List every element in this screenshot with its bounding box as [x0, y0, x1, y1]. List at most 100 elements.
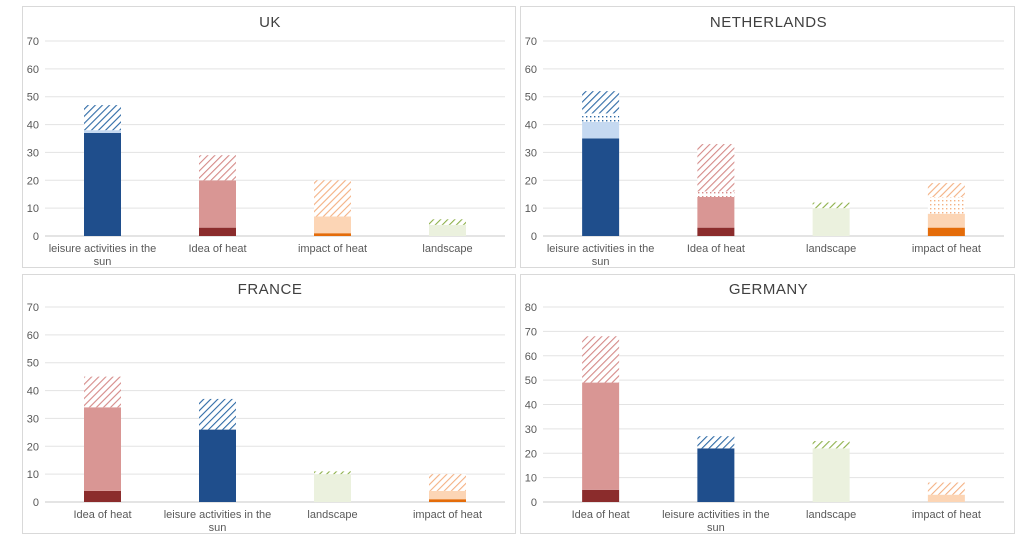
x-category-label: landscape: [806, 509, 856, 521]
bar-segment-idea-of-heat-dark: [84, 490, 121, 502]
bar-segment-leisure-activities-in-the-sun-dark: [84, 132, 121, 236]
y-tick-label: 60: [525, 351, 537, 363]
y-tick-label: 20: [525, 448, 537, 460]
chart-title: GERMANY: [729, 281, 808, 298]
x-category-label: leisure activities in the sun: [49, 243, 157, 268]
chart-title: FRANCE: [238, 281, 303, 298]
y-tick-label: 60: [27, 330, 39, 342]
bar-segment-impact-of-heat-dark: [314, 233, 351, 236]
bar-segment-leisure-activities-in-the-sun-hatch: [199, 398, 236, 430]
bar-segment-impact-of-heat-light: [314, 216, 351, 234]
bar-segment-idea-of-heat-hatch: [697, 144, 735, 192]
bar-segment-leisure-activities-in-the-sun-light: [84, 130, 121, 133]
chart-svg: UK 0 10 20 30 40 50 60 70 leisure activities in t…: [27, 14, 505, 268]
bar-segment-leisure-activities-in-the-sun-light: [582, 121, 620, 139]
bar-segment-impact-of-heat-hatch: [927, 183, 965, 197]
bar-segment-leisure-activities-in-the-sun-hatch: [582, 91, 620, 114]
x-category-label: Idea of heat: [188, 243, 246, 255]
bar-segment-landscape-light: [429, 224, 466, 236]
x-category-label: impact of heat: [912, 509, 981, 521]
chart-svg: FRANCE 0 10 20 30 40 50 60 70 Idea of heat leisure…: [27, 281, 505, 534]
y-tick-label: 10: [27, 203, 39, 215]
y-tick-label: 0: [33, 231, 39, 243]
bar-segment-landscape-hatch: [429, 219, 466, 225]
bar-segment-landscape-hatch: [314, 471, 351, 475]
bar-segment-leisure-activities-in-the-sun-dark: [199, 429, 236, 502]
y-tick-label: 70: [525, 326, 537, 338]
bar-segment-landscape-light: [812, 208, 850, 236]
bar-segment-idea-of-heat-dark: [582, 489, 620, 502]
bar-segment-idea-of-heat-hatch: [582, 336, 620, 383]
bar-segment-impact-of-heat-hatch: [314, 180, 351, 217]
bar-segment-landscape-light: [812, 448, 850, 502]
x-category-label: impact of heat: [413, 509, 482, 521]
chart-panel-netherlands: NETHERLANDS 0 10 20 30 40 50 60 70 leisure activi…: [520, 6, 1015, 268]
y-tick-label: 20: [525, 175, 537, 187]
chart-panel-france: FRANCE 0 10 20 30 40 50 60 70 Idea of heat leisure…: [22, 274, 516, 534]
y-tick-label: 60: [27, 64, 39, 76]
bar-segment-idea-of-heat-mid: [697, 197, 735, 228]
bar-segment-idea-of-heat-mid: [199, 180, 236, 228]
y-tick-label: 70: [27, 302, 39, 314]
y-tick-label: 50: [27, 358, 39, 370]
chart-panel-germany: GERMANY 0 10 20 30 40 50 60 70 80 Idea of heat leis…: [520, 274, 1015, 534]
bar-segment-leisure-activities-in-the-sun-dark: [582, 138, 620, 236]
y-tick-label: 50: [525, 92, 537, 104]
x-category-label: Idea of heat: [572, 509, 630, 521]
chart-title: NETHERLANDS: [710, 14, 827, 31]
y-tick-label: 30: [525, 147, 537, 159]
x-category-label: landscape: [307, 509, 357, 521]
x-category-label: leisure activities in the sun: [547, 243, 655, 268]
bar-segment-leisure-activities-in-the-sun-dots: [582, 113, 620, 122]
bar-segment-leisure-activities-in-the-sun-hatch: [697, 436, 735, 449]
y-tick-label: 10: [525, 203, 537, 215]
bar-segment-impact-of-heat-dark: [429, 499, 466, 502]
x-category-label: impact of heat: [298, 243, 367, 255]
y-tick-label: 0: [33, 497, 39, 509]
y-tick-label: 80: [525, 302, 537, 314]
x-category-label: impact of heat: [912, 243, 981, 255]
bar-segment-leisure-activities-in-the-sun-dark: [697, 448, 735, 502]
x-category-label: landscape: [422, 243, 472, 255]
y-tick-label: 70: [525, 36, 537, 48]
x-category-label: Idea of heat: [687, 243, 745, 255]
y-tick-label: 70: [27, 36, 39, 48]
bar-segment-idea-of-heat-dark: [697, 227, 735, 236]
y-tick-label: 0: [531, 231, 537, 243]
y-tick-label: 10: [525, 473, 537, 485]
bar-segment-impact-of-heat-dots: [927, 197, 965, 214]
bar-segment-impact-of-heat-light: [429, 490, 466, 500]
bar-segment-idea-of-heat-mid: [84, 407, 121, 491]
bar-segment-idea-of-heat-hatch: [199, 155, 236, 181]
x-category-label: landscape: [806, 243, 856, 255]
bar-segment-landscape-light: [314, 474, 351, 502]
chart-title: UK: [259, 14, 281, 31]
y-tick-label: 0: [531, 497, 537, 509]
bar-segment-idea-of-heat-mid: [582, 382, 620, 490]
chart-svg: NETHERLANDS 0 10 20 30 40 50 60 70 leisure activi…: [525, 14, 1004, 268]
chart-svg: GERMANY 0 10 20 30 40 50 60 70 80 Idea of heat leis…: [525, 281, 1004, 534]
y-tick-label: 40: [525, 400, 537, 412]
y-tick-label: 40: [27, 386, 39, 398]
bar-segment-landscape-hatch: [812, 441, 850, 449]
y-tick-label: 30: [525, 424, 537, 436]
chart-panel-uk: UK 0 10 20 30 40 50 60 70 leisure activities in t…: [22, 6, 516, 268]
y-tick-label: 60: [525, 64, 537, 76]
y-tick-label: 30: [27, 147, 39, 159]
bar-segment-leisure-activities-in-the-sun-hatch: [84, 105, 121, 131]
bar-segment-impact-of-heat-hatch: [927, 482, 965, 495]
bar-segment-impact-of-heat-dark: [927, 227, 965, 236]
bar-segment-impact-of-heat-light: [927, 494, 965, 502]
bar-segment-idea-of-heat-hatch: [84, 376, 121, 408]
y-tick-label: 20: [27, 441, 39, 453]
y-tick-label: 10: [27, 469, 39, 481]
x-category-label: leisure activities in the sun: [662, 509, 770, 534]
y-tick-label: 40: [525, 120, 537, 132]
y-tick-label: 20: [27, 175, 39, 187]
bar-segment-impact-of-heat-light: [927, 213, 965, 228]
y-tick-label: 30: [27, 413, 39, 425]
y-tick-label: 40: [27, 120, 39, 132]
bar-segment-idea-of-heat-dots: [697, 191, 735, 197]
x-category-label: leisure activities in the sun: [164, 509, 272, 534]
bar-segment-landscape-hatch: [812, 202, 850, 209]
